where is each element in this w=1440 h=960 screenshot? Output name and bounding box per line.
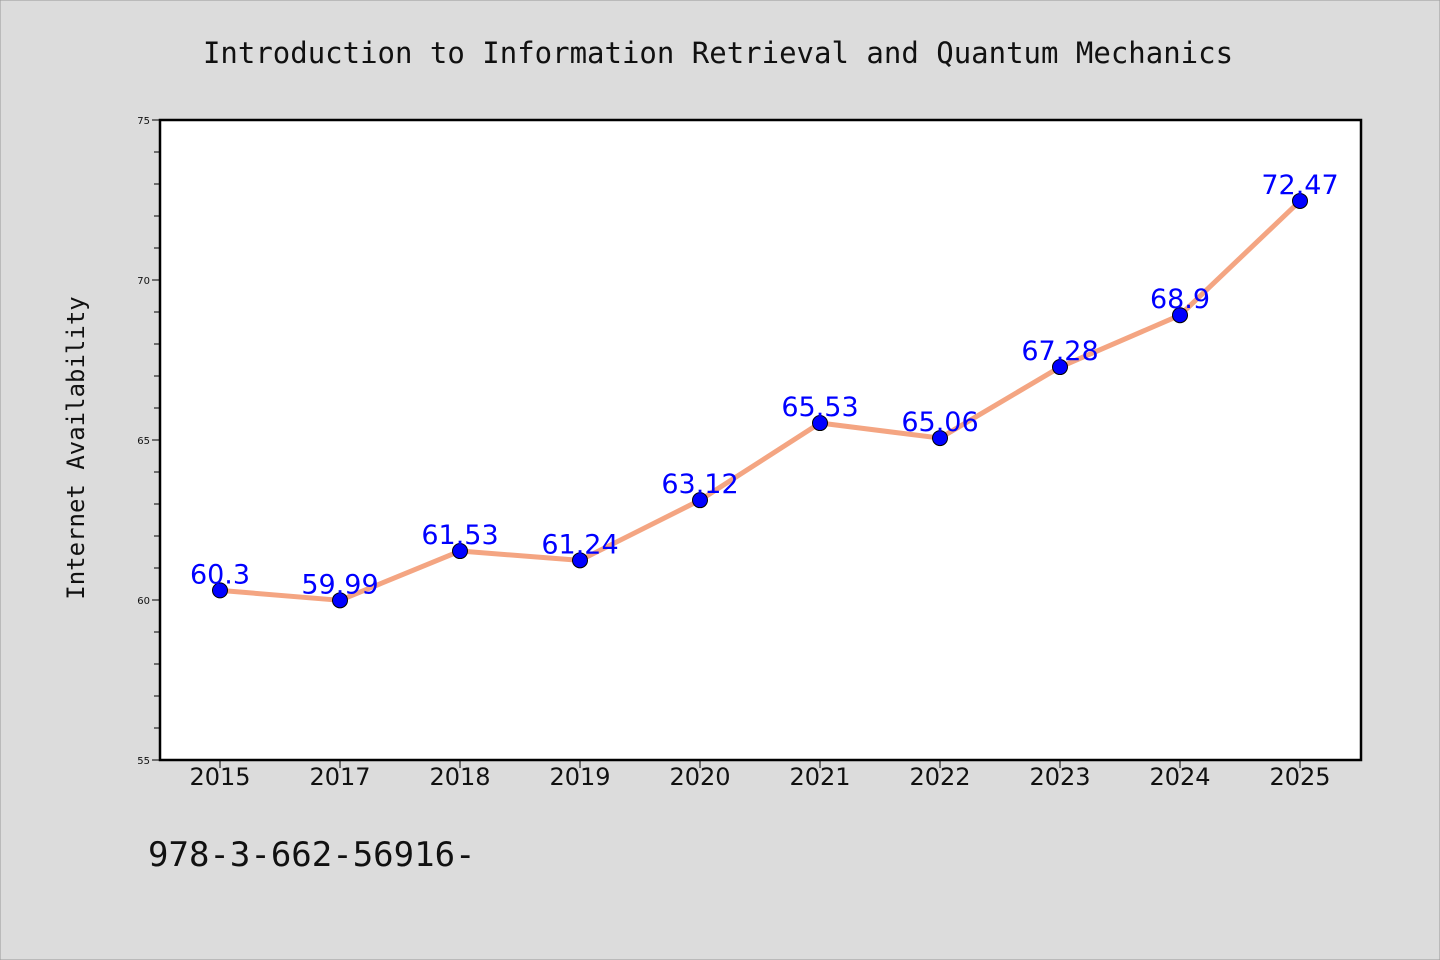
plot-area [158,118,1363,762]
data-label: 72.47 [1261,170,1338,201]
x-tick-label: 2018 [429,763,490,791]
y-tick-label: 65 [137,436,150,447]
data-label: 65.53 [781,392,858,423]
y-tick-label: 55 [137,756,150,767]
data-labels: 60.3 59.99 61.53 61.24 63.12 65.53 65.06 67.28 6… [190,170,1339,600]
series-line-group [217,198,1303,603]
chart-title: Introduction to Information Retrieval an… [203,36,1233,70]
y-axis-ticks: 55 60 65 70 75 [137,116,160,767]
data-label: 61.24 [541,529,618,560]
data-markers [212,192,1308,609]
x-tick-label: 2015 [189,763,250,791]
y-tick-label: 60 [137,596,150,607]
data-label: 67.28 [1021,336,1098,367]
y-axis-label: Internet Availability [62,296,90,599]
x-tick-label: 2017 [309,763,370,791]
data-label: 68.9 [1150,284,1210,315]
y-tick-label: 75 [137,116,150,127]
data-label: 60.3 [190,559,250,590]
data-point [1052,359,1068,376]
data-point [1292,192,1308,209]
y-tick-label: 70 [137,276,150,287]
x-tick-label: 2022 [909,763,970,791]
data-point [932,430,948,447]
data-label: 63.12 [661,469,738,500]
data-label: 61.53 [421,520,498,551]
x-tick-label: 2021 [789,763,850,791]
x-axis-ticks: 2015 2017 2018 2019 2020 2021 2022 2023 2024 2025 [189,760,1331,791]
data-label: 65.06 [901,407,978,438]
data-point [452,543,468,560]
data-point [812,415,828,432]
x-tick-label: 2020 [669,763,730,791]
x-tick-label: 2024 [1149,763,1210,791]
x-tick-label: 2019 [549,763,610,791]
data-label: 59.99 [301,569,378,600]
isbn-footer: 978-3-662-56916- [148,835,476,875]
x-tick-label: 2023 [1029,763,1090,791]
data-point [1172,307,1188,324]
x-tick-label: 2025 [1269,763,1330,791]
data-point [692,492,708,509]
series-line [217,198,1303,603]
data-point [572,552,588,569]
data-point [212,582,228,599]
data-point [332,592,348,609]
